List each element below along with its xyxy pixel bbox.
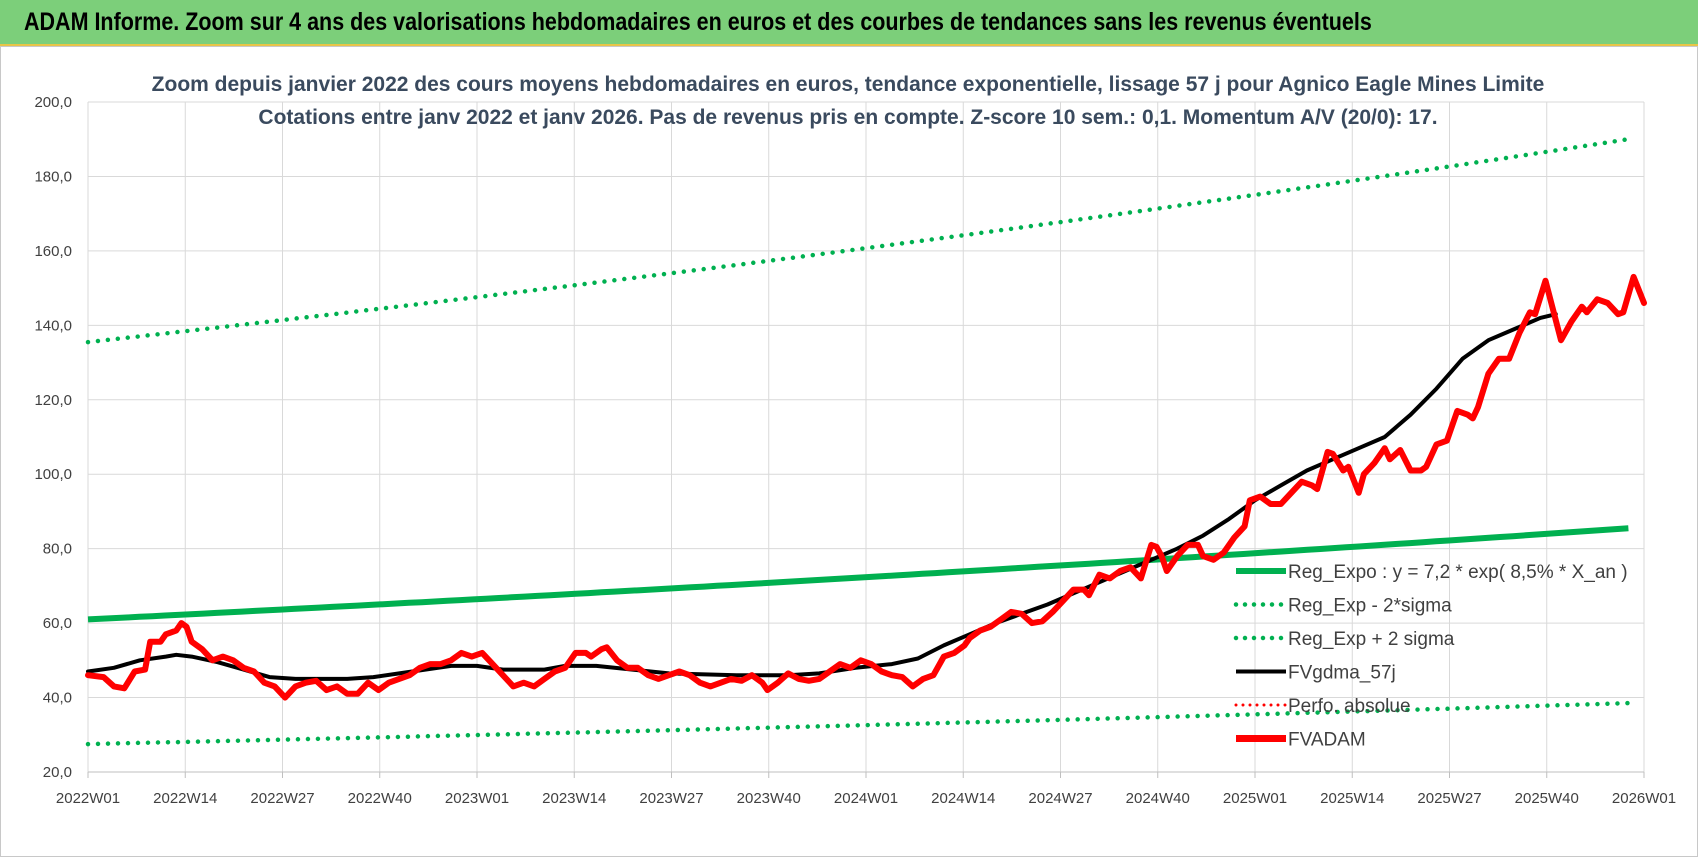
legend-item: FVADAM <box>1236 730 1366 751</box>
x-tick-label: 2023W40 <box>737 790 801 807</box>
x-tick-label: 2022W01 <box>56 790 120 807</box>
x-tick-label: 2024W14 <box>931 790 995 807</box>
x-tick-label: 2023W14 <box>542 790 606 807</box>
y-tick-label: 140,0 <box>34 317 72 334</box>
legend-label: Reg_Exp - 2*sigma <box>1288 596 1452 617</box>
x-tick-label: 2024W40 <box>1126 790 1190 807</box>
legend-item: Reg_Expo : y = 7,2 * exp( 8,5% * X_an ) <box>1236 562 1628 583</box>
chart-title-line1: Zoom depuis janvier 2022 des cours moyen… <box>152 73 1545 96</box>
series-fvadam <box>85 273 1647 701</box>
y-tick-label: 160,0 <box>34 243 72 260</box>
y-tick-label: 100,0 <box>34 466 72 483</box>
x-tick-label: 2022W27 <box>250 790 314 807</box>
y-tick-label: 120,0 <box>34 392 72 409</box>
y-tick-label: 180,0 <box>34 168 72 185</box>
chart-series <box>85 136 1647 747</box>
page-title: ADAM Informe. Zoom sur 4 ans des valoris… <box>24 8 1372 36</box>
chart-legend: Reg_Expo : y = 7,2 * exp( 8,5% * X_an ) R… <box>1233 562 1628 751</box>
x-tick-label: 2026W01 <box>1612 790 1676 807</box>
y-tick-label: 40,0 <box>43 690 72 707</box>
x-tick-label: 2023W27 <box>639 790 703 807</box>
legend-label: Reg_Expo : y = 7,2 * exp( 8,5% * X_an ) <box>1288 562 1628 583</box>
series-reg-plus-2sigma <box>85 136 1631 345</box>
legend-label: Reg_Exp + 2 sigma <box>1288 629 1455 650</box>
legend-item: Perfo. absolue <box>1234 696 1411 717</box>
series-reg-expo <box>87 525 1629 623</box>
series-fvgdma-57j <box>86 312 1558 681</box>
series-reg-minus-2sigma <box>85 700 1631 747</box>
y-tick-label: 60,0 <box>43 615 72 632</box>
x-tick-label: 2024W27 <box>1028 790 1092 807</box>
x-tick-label: 2022W40 <box>348 790 412 807</box>
x-tick-label: 2025W27 <box>1417 790 1481 807</box>
x-tick-label: 2024W01 <box>834 790 898 807</box>
chart-axes: 20,0 40,0 60,0 80,0 100,0 120,0 140,0 160,0 180,… <box>34 94 1676 807</box>
legend-item: FVgdma_57j <box>1236 663 1396 684</box>
legend-item: Reg_Exp - 2*sigma <box>1233 596 1452 617</box>
y-tick-label: 200,0 <box>34 94 72 111</box>
y-tick-label: 20,0 <box>43 764 72 781</box>
header-banner: ADAM Informe. Zoom sur 4 ans des valoris… <box>0 0 1698 46</box>
legend-label: Perfo. absolue <box>1288 696 1411 717</box>
x-tick-label: 2025W14 <box>1320 790 1384 807</box>
legend-label: FVADAM <box>1288 730 1366 751</box>
chart-title-line2: Cotations entre janv 2022 et janv 2026. … <box>258 106 1437 129</box>
legend-label: FVgdma_57j <box>1288 663 1396 684</box>
chart-grid <box>87 101 1645 773</box>
legend-item: Reg_Exp + 2 sigma <box>1233 629 1455 650</box>
x-tick-label: 2022W14 <box>153 790 217 807</box>
x-tick-label: 2025W01 <box>1223 790 1287 807</box>
x-tick-label: 2023W01 <box>445 790 509 807</box>
x-tick-label: 2025W40 <box>1515 790 1579 807</box>
y-tick-label: 80,0 <box>43 541 72 558</box>
